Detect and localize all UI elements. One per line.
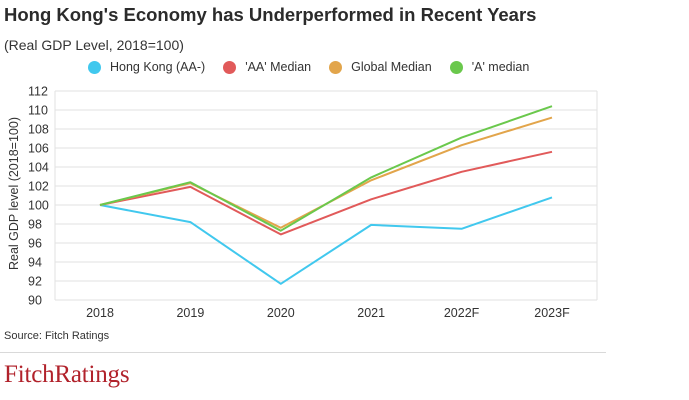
chart-title: Hong Kong's Economy has Underperformed i… — [4, 4, 537, 25]
legend-item-a-median: 'A' median — [449, 60, 530, 74]
legend-item-hong-kong: Hong Kong (AA-) — [88, 60, 205, 74]
series-lines — [99, 105, 553, 285]
chart-subtitle: (Real GDP Level, 2018=100) — [4, 37, 184, 53]
legend-label-global-median: Global Median — [351, 60, 432, 74]
y-tick-label: 104 — [28, 161, 49, 175]
chart-legend: Hong Kong (AA-) 'AA' Median Global Media… — [88, 60, 547, 74]
y-tick-label: 106 — [28, 142, 49, 156]
x-tick-label: 2022F — [444, 306, 480, 320]
y-axis-label: Real GDP level (2018=100) — [7, 117, 21, 270]
y-tick-label: 100 — [28, 199, 49, 213]
source-note: Source: Fitch Ratings — [4, 330, 110, 342]
legend-swatch-hong-kong — [88, 60, 101, 74]
x-tick-label: 2019 — [176, 306, 204, 320]
series-line-global-median — [99, 116, 553, 229]
gridlines — [54, 90, 598, 301]
line-chart: 90 92 94 96 98 100 102 104 106 108 110 112 2018 2019… — [7, 85, 598, 320]
y-axis-ticks: 90 92 94 96 98 100 102 104 106 108 110 112 — [28, 85, 49, 308]
legend-label-a-median: 'A' median — [471, 60, 530, 74]
legend-item-aa-median: 'AA' Median — [223, 60, 311, 74]
y-tick-label: 96 — [28, 237, 42, 251]
y-tick-label: 112 — [28, 85, 48, 99]
x-tick-label: 2021 — [357, 306, 385, 320]
series-line-a-median — [99, 105, 553, 232]
series-line-aa-median — [99, 150, 553, 236]
y-tick-label: 110 — [28, 104, 48, 118]
x-tick-label: 2023F — [534, 306, 570, 320]
y-tick-label: 108 — [28, 123, 49, 137]
y-tick-label: 90 — [28, 294, 42, 308]
y-tick-label: 102 — [28, 180, 49, 194]
series-line-hong-kong-aa — [99, 196, 553, 285]
fitch-ratings-logo: FitchRatings — [4, 361, 130, 388]
legend-item-global-median: Global Median — [329, 60, 432, 74]
x-tick-label: 2020 — [267, 306, 295, 320]
legend-label-aa-median: 'AA' Median — [245, 60, 312, 74]
x-axis-ticks: 2018 2019 2020 2021 2022F 2023F — [86, 306, 570, 320]
footer-divider — [0, 352, 606, 353]
legend-swatch-global-median — [329, 60, 343, 74]
y-tick-label: 98 — [28, 218, 42, 232]
x-tick-label: 2018 — [86, 306, 114, 320]
legend-swatch-aa-median — [223, 60, 237, 74]
legend-label-hong-kong: Hong Kong (AA-) — [110, 60, 206, 74]
y-tick-label: 94 — [28, 256, 42, 270]
legend-swatch-a-median — [449, 60, 463, 74]
y-tick-label: 92 — [28, 275, 42, 289]
